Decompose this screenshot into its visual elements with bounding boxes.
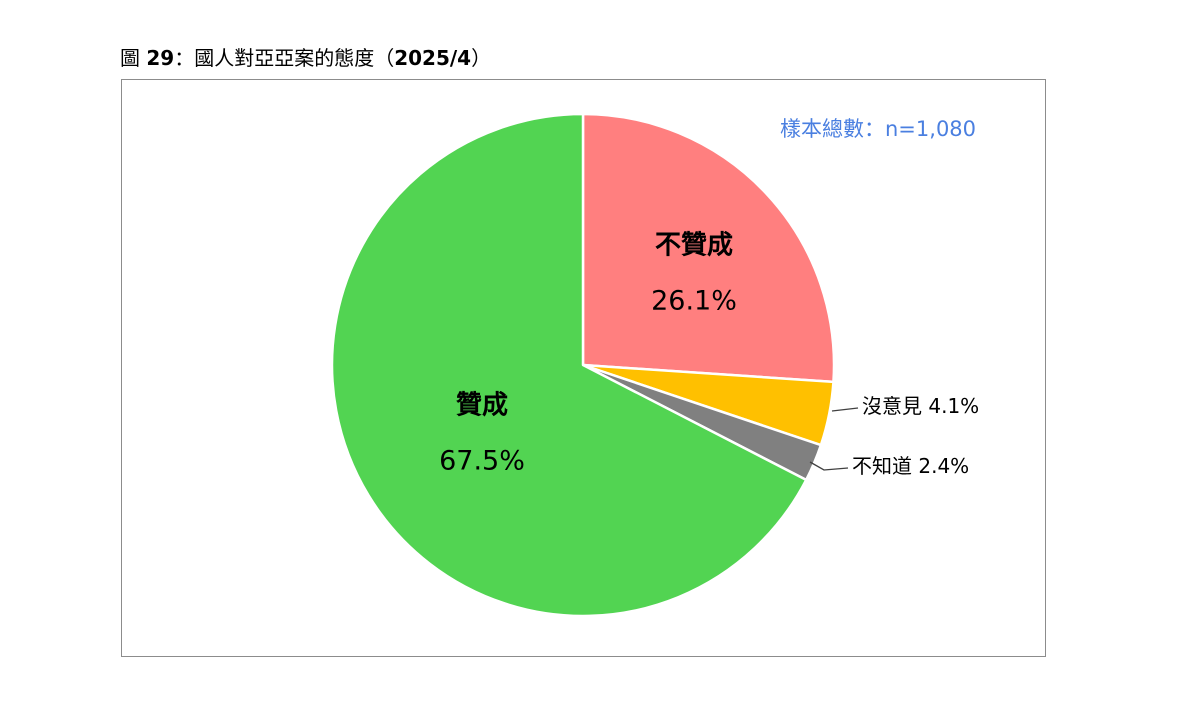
slice-label-text-2: 不知道 [852,454,918,478]
slice-value-0: 26.1% [651,286,737,317]
slice-value-2: 2.4% [918,454,969,478]
chart-title: 圖 29：國人對亞亞案的態度（2025/4） [120,42,491,71]
sample-size-note: 樣本總數：n=1,080 [780,117,977,141]
title-prefix: 圖 [120,46,140,70]
pie-slice-0 [581,112,836,384]
slice-label-3: 贊成 [456,391,508,421]
title-close: ） [471,46,492,70]
slice-label-1: 沒意見 4.1% [862,394,979,418]
slice-value-3: 67.5% [439,446,525,477]
title-date: 2025/4 [394,46,472,70]
title-number: 29 [146,46,175,70]
slice-label-text-1: 沒意見 [862,394,928,418]
chart-frame [121,79,1046,657]
leader-line-2 [809,461,849,471]
title-colon: ： [174,46,195,70]
pie-slice-3 [330,112,808,618]
slice-label-0: 不贊成 [655,231,733,261]
slice-value-1: 4.1% [928,394,979,418]
leader-line-1 [831,407,859,412]
title-text: 國人對亞亞案的態度（ [194,46,395,70]
slice-label-2: 不知道 2.4% [852,454,969,478]
